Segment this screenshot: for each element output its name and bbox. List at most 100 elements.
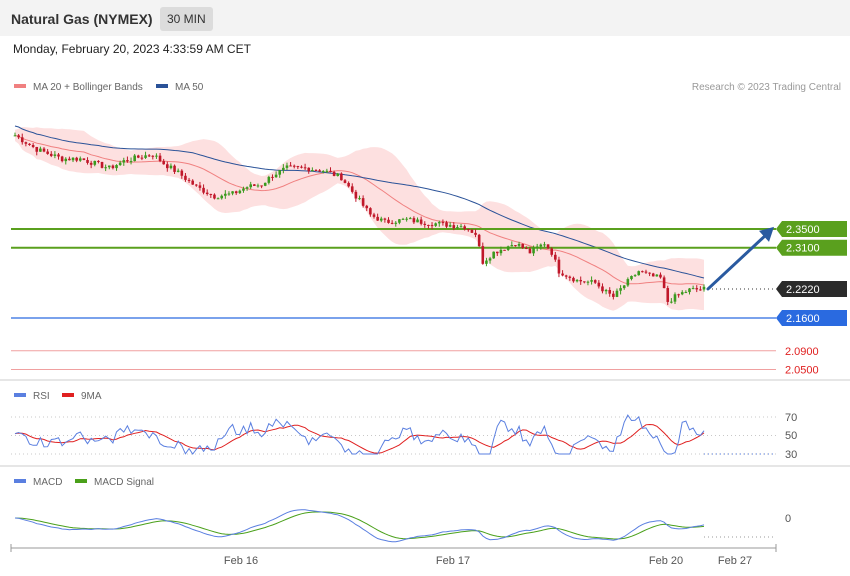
legend-swatch-ma50 [156, 84, 168, 88]
candle-body [314, 170, 318, 172]
candle-body [104, 167, 107, 169]
candle-body [630, 276, 633, 280]
candle-body [525, 248, 528, 250]
candle-body [659, 274, 662, 278]
candle-body [604, 289, 608, 292]
forecast-arrow-head [759, 226, 774, 242]
candle-body [466, 229, 470, 231]
candle-body [260, 185, 263, 187]
candle-body [662, 277, 666, 289]
candle-body [57, 154, 60, 157]
candle-body [554, 254, 557, 260]
candle-body [376, 216, 379, 221]
candle-body [419, 219, 423, 224]
candle-body [477, 234, 481, 247]
candle-body [474, 232, 477, 235]
last-price-label-box [776, 280, 847, 297]
candle-body [481, 246, 485, 264]
candle-body [242, 188, 245, 191]
candle-body [445, 222, 448, 227]
candle-body [78, 158, 82, 161]
candle-body [543, 244, 546, 246]
legend-swatch-bollinger [14, 84, 26, 88]
candle-body [688, 288, 691, 293]
candle-body [220, 195, 223, 199]
candle-body [307, 167, 311, 172]
candle-body [394, 222, 398, 224]
candle-body [670, 301, 673, 303]
ma50-line [14, 125, 705, 279]
candle-body [350, 186, 354, 192]
candle-body [115, 165, 118, 169]
candle-body [427, 224, 430, 226]
candle-body [17, 135, 20, 138]
candle-body [655, 274, 659, 277]
candle-body [405, 218, 408, 220]
candle-body [118, 162, 122, 166]
rsi-panel: RSI 9MA 70 50 30 [11, 391, 797, 461]
candle-body [122, 160, 126, 163]
candle-body [49, 153, 53, 156]
candle-body [151, 155, 155, 157]
candle-body [318, 170, 321, 172]
price-panel: 2.3500 2.3100 2.2220 2.1600 2.0900 2.0500 [11, 125, 847, 377]
candle-body [82, 158, 86, 160]
candle-body [416, 219, 419, 223]
candle-body [191, 180, 194, 185]
candle-body [539, 244, 543, 247]
timeframe-badge[interactable]: 30 MIN [160, 7, 213, 31]
candle-body [383, 218, 387, 220]
candle-body [626, 279, 630, 286]
candle-body [459, 226, 463, 228]
candle-body [637, 271, 641, 276]
candle-body [68, 158, 71, 161]
candle-body [267, 176, 271, 183]
candle-body [209, 194, 213, 196]
candle-body [46, 151, 49, 154]
candle-body [332, 171, 336, 176]
candle-body [390, 222, 394, 224]
instrument-title: Natural Gas (NYMEX) [11, 11, 153, 27]
candle-body [568, 276, 572, 278]
candle-body [274, 174, 278, 178]
x-label-feb20: Feb 20 [649, 555, 683, 567]
candle-body [557, 259, 561, 274]
candle-body [673, 294, 677, 302]
candle-body [677, 294, 680, 296]
candle-body [499, 249, 503, 254]
candle-body [42, 148, 46, 152]
x-label-feb17: Feb 17 [436, 555, 470, 567]
candle-body [271, 176, 274, 178]
candle-body [601, 286, 604, 292]
candle-body [448, 225, 452, 227]
candle-body [169, 165, 173, 169]
ma20-line [14, 134, 705, 286]
candle-body [510, 245, 514, 247]
legend-label-macd: MACD [33, 477, 62, 488]
candle-body [550, 248, 553, 255]
candle-body [158, 155, 162, 162]
candle-body [263, 182, 267, 186]
candle-body [155, 155, 158, 157]
rsi-tick-50: 50 [785, 430, 797, 442]
candle-body [369, 208, 372, 215]
candle-body [343, 180, 347, 183]
candle-body [311, 170, 314, 172]
candle-body [126, 160, 129, 162]
rsi-tick-30: 30 [785, 449, 797, 461]
candle-body [593, 280, 597, 283]
rsi-tick-70: 70 [785, 412, 797, 424]
support-label: 2.0500 [785, 365, 819, 377]
rsi-ma-line [14, 423, 705, 454]
candle-body [289, 165, 292, 167]
legend-label-rsi: RSI [33, 391, 50, 402]
candle-body [619, 288, 622, 291]
legend-swatch-macd-signal [75, 479, 87, 483]
candle-body [249, 184, 253, 188]
candle-body [107, 165, 111, 168]
x-axis: Feb 16 Feb 17 Feb 20 Feb 27 [10, 544, 777, 567]
candle-body [336, 173, 340, 176]
candle-body [561, 273, 564, 276]
resistance-label-box [776, 239, 847, 256]
